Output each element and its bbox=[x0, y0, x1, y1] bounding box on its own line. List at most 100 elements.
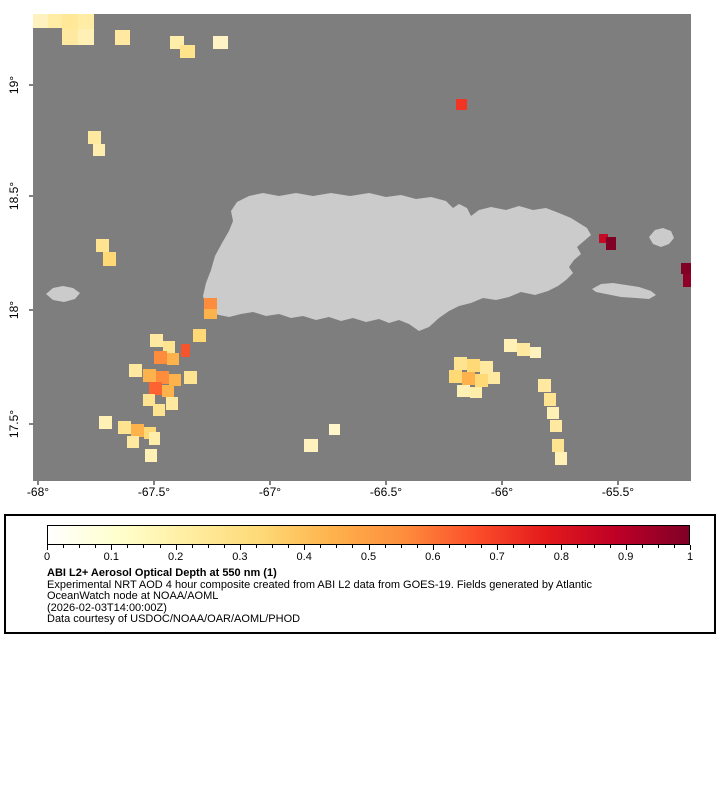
colorbar-tick bbox=[625, 545, 627, 550]
colorbar-tick bbox=[127, 545, 129, 548]
legend-description-line1: Experimental NRT AOD 4 hour composite cr… bbox=[47, 578, 592, 591]
aod-cell bbox=[166, 397, 178, 410]
colorbar-tick bbox=[336, 545, 338, 548]
x-axis-label: -65.5° bbox=[601, 485, 635, 499]
island-vieques bbox=[592, 283, 656, 299]
aod-cell bbox=[78, 14, 94, 29]
aod-cell bbox=[103, 252, 116, 266]
aod-cell bbox=[118, 421, 131, 434]
legend-text: ABI L2+ Aerosol Optical Depth at 550 nm … bbox=[47, 567, 592, 626]
aod-cell bbox=[462, 372, 475, 385]
colorbar-tick bbox=[529, 545, 531, 548]
x-axis-label: -67.5° bbox=[137, 485, 171, 499]
aod-cell bbox=[457, 385, 470, 397]
legend-courtesy: Data courtesy of USDOC/NOAA/OAR/AOML/PHO… bbox=[47, 613, 301, 625]
x-axis-label: -67° bbox=[258, 485, 282, 499]
colorbar-tick bbox=[255, 545, 257, 548]
colorbar-tick bbox=[400, 545, 402, 548]
colorbar-ticks bbox=[47, 545, 691, 551]
colorbar-tick bbox=[513, 545, 515, 548]
aod-cell bbox=[169, 374, 181, 386]
aod-cell bbox=[606, 237, 616, 250]
colorbar-tick bbox=[47, 545, 48, 550]
map-area: -68° -67.5° -67° -66.5° -66° -65.5° 19° 18.5° 18… bbox=[7, 14, 691, 499]
aod-cell bbox=[154, 351, 167, 364]
y-axis-label: 17.5° bbox=[7, 409, 21, 439]
aod-cell bbox=[150, 334, 163, 347]
aod-cell bbox=[156, 371, 169, 384]
colorbar-label: 0.5 bbox=[360, 551, 377, 563]
aod-cell bbox=[153, 404, 165, 416]
colorbar-label: 0.6 bbox=[425, 551, 441, 563]
y-axis-label: 18° bbox=[7, 300, 21, 320]
aod-cell bbox=[488, 372, 500, 384]
colorbar-tick bbox=[673, 545, 675, 548]
legend-timestamp: (2026-02-03T14:00:00Z) bbox=[47, 601, 167, 614]
aod-cell bbox=[131, 424, 144, 437]
legend-title: ABI L2+ Aerosol Optical Depth at 550 nm … bbox=[47, 567, 277, 579]
colorbar-tick bbox=[95, 545, 97, 548]
aod-cell bbox=[145, 449, 157, 462]
aod-cell bbox=[329, 424, 340, 435]
aod-cell bbox=[552, 439, 564, 452]
colorbar-wrap: 0 0.1 0.2 0.3 0.4 0.5 0.6 0.7 0.8 0.9 1 bbox=[43, 525, 693, 564]
aod-cell bbox=[163, 341, 175, 353]
colorbar-tick bbox=[577, 545, 579, 548]
aod-cell bbox=[204, 298, 217, 309]
colorbar-tick bbox=[63, 545, 65, 548]
aod-cell bbox=[193, 329, 206, 342]
map-svg bbox=[29, 14, 691, 485]
island-puerto-rico bbox=[203, 193, 591, 331]
colorbar-tick bbox=[143, 545, 145, 548]
aod-cell bbox=[129, 364, 142, 377]
aod-cell bbox=[204, 309, 217, 319]
aod-cell bbox=[33, 14, 48, 28]
colorbar-tick bbox=[609, 545, 611, 548]
aod-cell bbox=[449, 370, 462, 383]
colorbar-tick bbox=[368, 545, 370, 550]
colorbar-tick bbox=[272, 545, 274, 548]
colorbar-tick bbox=[497, 545, 499, 550]
aod-cell bbox=[88, 131, 101, 144]
colorbar-tick bbox=[545, 545, 547, 548]
aod-cell bbox=[683, 274, 691, 287]
colorbar-tick bbox=[464, 545, 466, 548]
aod-cell bbox=[475, 374, 488, 387]
aod-cell bbox=[149, 382, 162, 395]
colorbar bbox=[47, 525, 690, 545]
aod-cell bbox=[162, 385, 174, 397]
aod-cell bbox=[456, 99, 467, 110]
aod-cell bbox=[93, 144, 105, 156]
colorbar-label: 0.8 bbox=[553, 551, 570, 563]
aod-cell bbox=[184, 371, 197, 384]
aod-cell bbox=[304, 439, 318, 452]
x-axis-label: -66.5° bbox=[369, 485, 403, 499]
aod-cell bbox=[78, 29, 94, 45]
colorbar-label: 0.7 bbox=[489, 551, 505, 563]
colorbar-tick bbox=[223, 545, 225, 548]
legend-description-line2: OceanWatch node at NOAA/AOML bbox=[47, 590, 219, 602]
aod-cell bbox=[547, 407, 559, 419]
colorbar-tick bbox=[593, 545, 595, 548]
colorbar-label: 0.2 bbox=[167, 551, 184, 563]
colorbar-tick bbox=[481, 545, 483, 548]
colorbar-tick bbox=[384, 545, 386, 548]
colorbar-label: 0.1 bbox=[103, 551, 119, 563]
aod-cell bbox=[96, 239, 109, 252]
colorbar-label: 0 bbox=[43, 551, 51, 563]
aod-cell bbox=[143, 369, 156, 382]
colorbar-tick bbox=[641, 545, 643, 548]
aod-cell bbox=[127, 436, 139, 448]
aod-cell bbox=[180, 45, 195, 58]
aod-cell bbox=[681, 263, 691, 274]
aod-cell bbox=[62, 29, 78, 45]
y-axis-label: 19° bbox=[7, 75, 21, 95]
colorbar-tick bbox=[561, 545, 563, 550]
aod-cell bbox=[517, 343, 530, 356]
colorbar-tick bbox=[657, 545, 659, 548]
aod-cell bbox=[213, 36, 228, 49]
colorbar-tick bbox=[432, 545, 434, 550]
aod-cell bbox=[167, 353, 179, 365]
aod-cell bbox=[454, 357, 467, 370]
